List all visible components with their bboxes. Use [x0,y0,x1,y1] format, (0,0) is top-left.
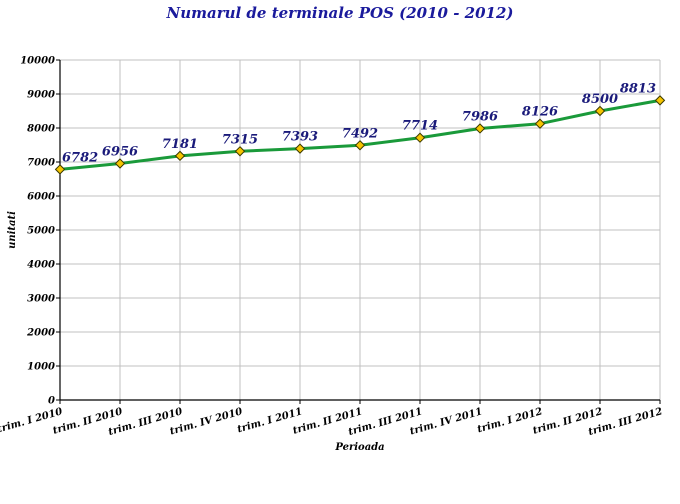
data-label: 7315 [222,132,258,147]
data-point [354,140,366,151]
chart-title: Numarul de terminale POS (2010 - 2012) [166,4,514,22]
axes [56,59,661,404]
y-tick-label: 4000 [27,260,55,271]
data-label: 8813 [620,81,656,96]
y-tick-label: 2000 [26,328,55,339]
y-tick-label: 7000 [27,158,55,169]
data-label: 7986 [462,109,498,124]
data-label: 8500 [582,92,618,107]
y-tick-label: 3000 [27,294,55,305]
data-label: 6782 [62,150,98,165]
y-tick-label: 9000 [27,90,55,101]
x-axis-label: Perioada [334,442,384,453]
data-point [294,143,306,154]
y-tick-label: 8000 [27,124,55,135]
data-point [594,105,606,117]
data-point [654,95,666,106]
data-point [174,150,186,162]
y-tick-label: 6000 [27,192,55,203]
y-tick-label: 5000 [27,226,55,237]
data-point [474,123,486,134]
y-tick-label: 1000 [27,362,55,373]
data-point [114,158,126,169]
data-point [234,146,246,157]
y-tick-labels: 0 1000 2000 3000 4000 5000 6000 7000 8000 9000 100… [20,56,55,407]
data-labels: 6782 6956 7181 7315 7393 7492 7714 7986 8126 8500… [62,81,656,165]
grid [60,59,661,400]
data-label: 7714 [402,119,438,134]
data-point [54,164,66,175]
data-point [534,118,546,129]
data-point [414,132,426,143]
data-label: 7393 [282,130,318,145]
data-label: 7492 [342,126,378,141]
y-tick-label: 10000 [20,56,55,67]
data-label: 8126 [522,105,558,120]
data-label: 6956 [102,144,138,159]
y-axis-label: unitati [7,211,18,249]
y-tick-label: 0 [48,396,55,407]
markers [54,95,666,175]
data-label: 7181 [162,137,198,152]
